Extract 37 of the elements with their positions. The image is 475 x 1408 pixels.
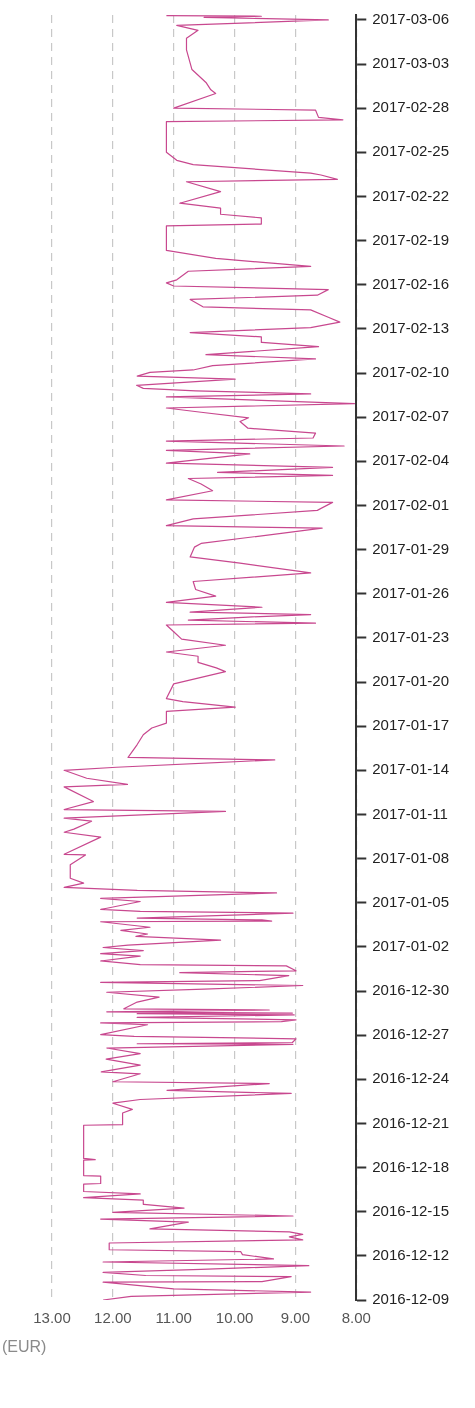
y-tick-label: 2017-02-07 [372,407,450,425]
y-tick-label: 2017-01-17 [372,716,450,734]
y-tick-label: 2017-01-02 [372,937,450,955]
y-tick-label: 2017-03-03 [372,54,450,72]
y-tick-label: 2016-12-18 [372,1157,450,1175]
y-tick-label: 2016-12-27 [372,1025,450,1043]
y-tick-label: 2017-03-06 [372,10,450,28]
y-tick-label: 2017-02-25 [372,142,450,160]
y-tick-label: 2016-12-21 [372,1113,450,1131]
x-tick-label: 11.00 [155,1309,192,1327]
y-tick-label: 2017-02-28 [372,98,450,116]
y-tick-label: 2017-01-14 [372,760,450,778]
y-tick-label: 2017-01-20 [372,672,450,690]
y-tick-label: 2017-01-11 [372,804,448,822]
y-tick-label: 2017-01-23 [372,628,450,646]
x-tick-label: 8.00 [341,1309,371,1327]
y-tick-label: 2017-01-05 [372,892,450,910]
y-tick-label: 2016-12-24 [372,1069,450,1087]
x-tick-label: 13.00 [33,1309,71,1327]
y-tick-label: 2017-02-19 [372,230,450,248]
y-tick-label: 2016-12-09 [372,1290,450,1308]
x-tick-label: 10.00 [215,1309,254,1327]
y-tick-label: 2016-12-12 [372,1246,450,1263]
y-tick-label: 2017-02-22 [372,186,450,204]
x-tick-label: 12.00 [94,1309,132,1327]
y-tick-label: 2017-02-10 [372,363,450,381]
x-axis-title: (EUR) [2,1338,47,1356]
x-tick-label: 9.00 [280,1309,311,1327]
y-tick-label: 2016-12-15 [372,1201,450,1219]
y-tick-label: 2017-01-26 [372,583,450,601]
y-tick-label: 2017-02-01 [372,495,450,513]
y-tick-label: 2017-02-13 [372,319,450,337]
y-tick-label: 2017-02-16 [372,274,450,292]
y-tick-label: 2016-12-30 [372,981,450,999]
y-tick-label: 2017-02-04 [372,451,450,469]
y-tick-label: 2017-01-08 [372,848,450,866]
y-tick-label: 2017-01-29 [372,539,450,557]
